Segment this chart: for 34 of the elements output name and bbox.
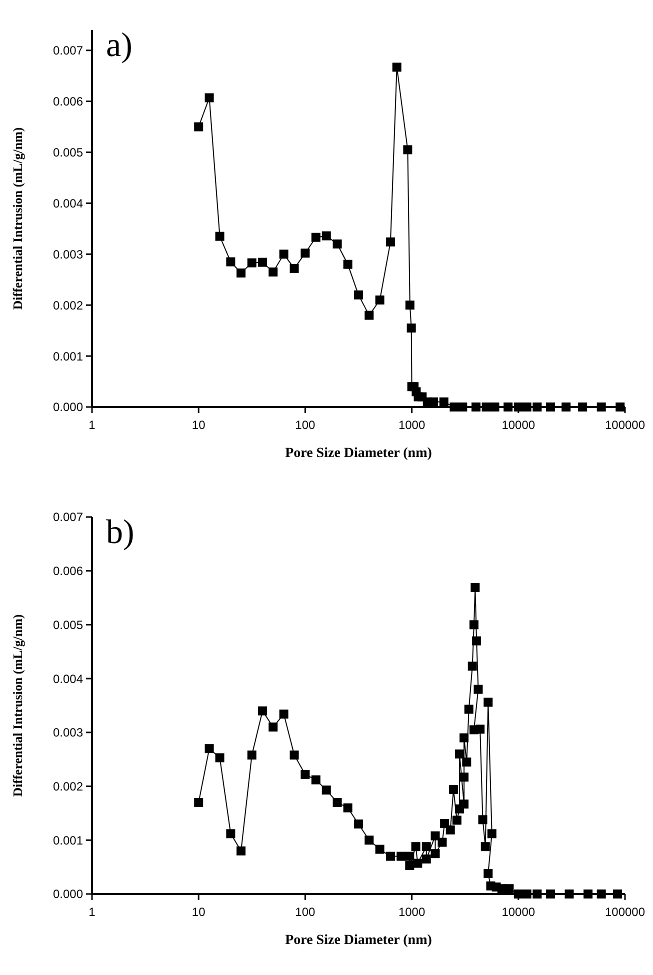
y-tick-label: 0.000 — [52, 887, 84, 902]
y-tick-label: 0.000 — [52, 400, 84, 414]
y-tick-label: 0.007 — [52, 510, 84, 524]
x-tick-label: 10000 — [502, 418, 536, 432]
y-tick-label: 0.003 — [52, 247, 84, 262]
x-axis-title: Pore Size Diameter (nm) — [285, 933, 432, 948]
y-tick-label: 0.007 — [52, 44, 84, 58]
x-tick-label: 1 — [88, 418, 96, 432]
x-tick-label: 100000 — [604, 905, 646, 919]
x-tick-label: 10000 — [502, 905, 536, 919]
x-tick-label: 100000 — [604, 418, 646, 432]
x-tick-label: 100 — [295, 418, 316, 432]
x-tick-label: 1000 — [398, 905, 426, 919]
y-tick-label: 0.001 — [52, 349, 84, 364]
y-axis-title: Differential Intrusion (mL/g/nm) — [10, 127, 25, 310]
y-tick-label: 0.002 — [52, 298, 84, 312]
x-tick-label: 1000 — [398, 418, 426, 432]
annotation: b) — [106, 514, 134, 551]
y-tick-label: 0.006 — [52, 564, 84, 578]
x-axis-title: Pore Size Diameter (nm) — [285, 446, 432, 461]
annotation: a) — [106, 27, 132, 64]
y-tick-label: 0.006 — [52, 94, 84, 109]
y-tick-label: 0.003 — [52, 726, 84, 740]
y-axis-title: Differential Intrusion (mL/g/nm) — [10, 614, 25, 797]
y-tick-label: 0.004 — [52, 672, 84, 686]
x-tick-label: 10 — [192, 418, 206, 432]
x-tick-label: 100 — [295, 905, 316, 919]
x-tick-label: 10 — [192, 905, 206, 919]
y-tick-label: 0.005 — [52, 145, 84, 160]
y-tick-label: 0.005 — [52, 618, 84, 632]
x-tick-label: 1 — [88, 905, 96, 919]
y-tick-label: 0.001 — [52, 833, 84, 848]
y-tick-label: 0.004 — [52, 196, 84, 210]
y-tick-label: 0.002 — [52, 779, 84, 794]
